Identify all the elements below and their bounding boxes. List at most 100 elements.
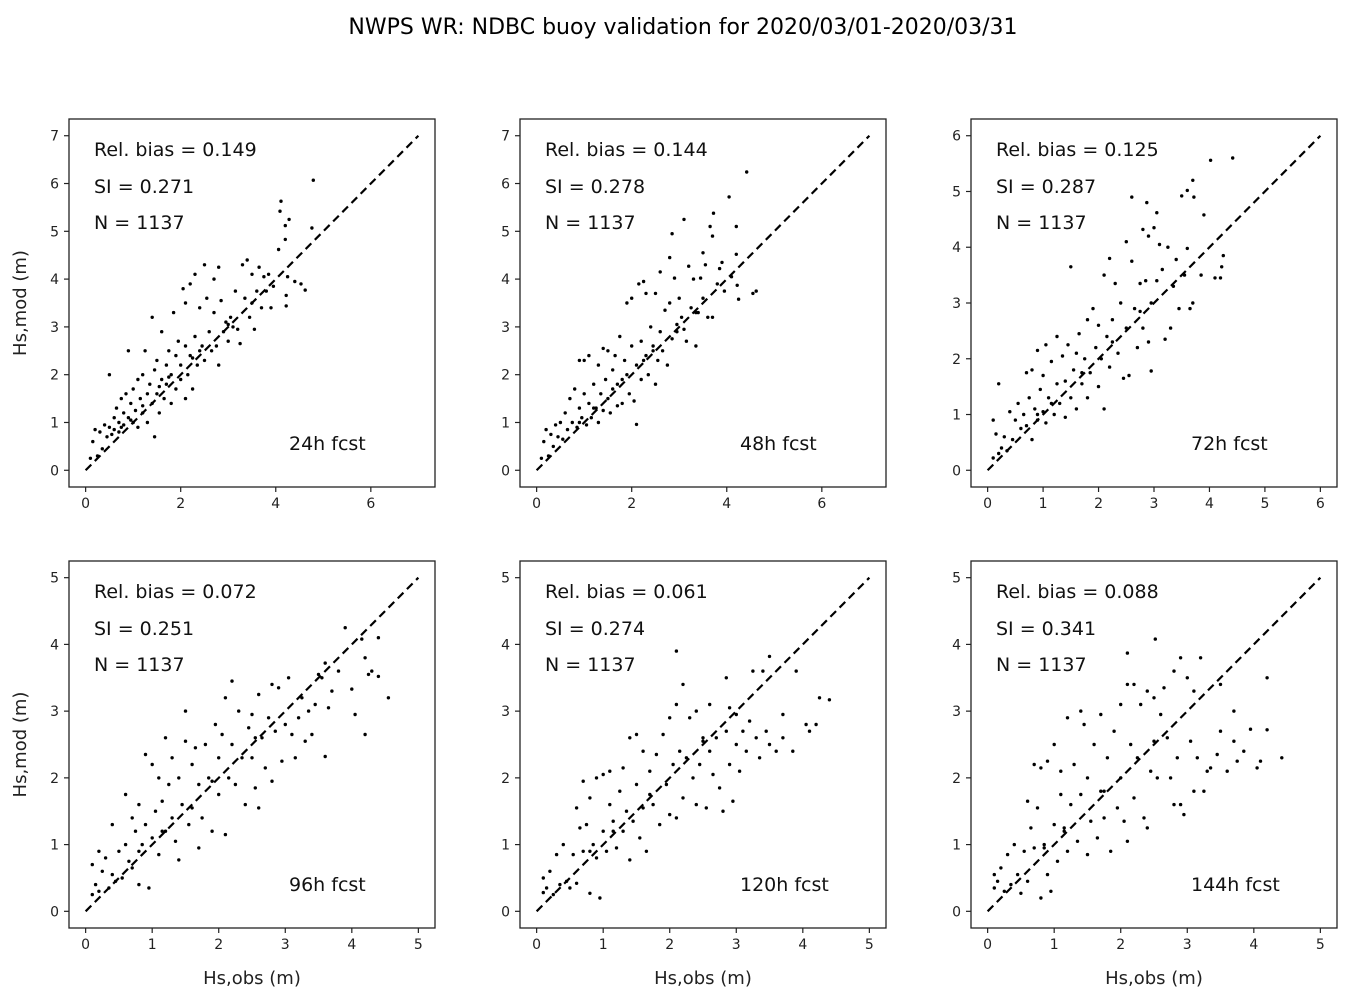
data-point: [247, 315, 252, 319]
data-point: [1144, 279, 1148, 283]
stat-si: SI = 0.341: [996, 618, 1096, 640]
data-point: [997, 451, 1001, 456]
x-tick-label: 1: [1050, 937, 1059, 953]
data-point: [578, 826, 582, 830]
x-tick-label: 2: [627, 496, 636, 512]
data-point: [1055, 334, 1059, 339]
data-point: [1032, 762, 1036, 767]
data-point: [632, 399, 636, 403]
y-tick-label: 0: [952, 904, 961, 920]
data-point: [119, 396, 124, 401]
stat-rel-bias: Rel. bias = 0.144: [545, 139, 708, 161]
data-point: [734, 742, 738, 747]
data-point: [1088, 371, 1092, 375]
x-tick-label: 0: [81, 496, 90, 512]
data-point: [1039, 766, 1043, 770]
data-point: [193, 272, 197, 276]
data-point: [330, 689, 334, 693]
forecast-label: 48h fcst: [740, 433, 817, 455]
data-point: [1152, 696, 1156, 700]
data-point: [628, 858, 632, 862]
data-point: [817, 696, 822, 700]
data-point: [1149, 301, 1153, 305]
data-point: [1110, 318, 1115, 322]
y-tick-label: 4: [501, 637, 510, 653]
data-point: [155, 392, 159, 396]
data-point: [133, 408, 138, 413]
data-point: [1165, 736, 1170, 740]
data-point: [1019, 426, 1023, 431]
data-point: [180, 802, 184, 807]
data-point: [283, 237, 287, 242]
data-point: [213, 722, 218, 727]
data-point: [299, 282, 303, 286]
data-point: [353, 712, 357, 717]
data-point: [651, 344, 655, 348]
data-point: [1032, 846, 1036, 850]
data-point: [157, 384, 161, 389]
data-point: [684, 339, 689, 343]
data-point: [370, 669, 374, 673]
data-point: [639, 339, 643, 343]
data-point: [231, 325, 235, 329]
y-tick-label: 2: [952, 352, 961, 368]
data-point: [561, 842, 565, 847]
data-point: [176, 339, 180, 343]
data-point: [1096, 323, 1101, 327]
y-tick-label: 2: [50, 368, 59, 384]
data-point: [1280, 756, 1284, 760]
data-point: [1058, 401, 1062, 406]
data-point: [1242, 749, 1246, 753]
data-point: [539, 456, 544, 460]
stat-n: N = 1137: [996, 212, 1087, 234]
data-point: [999, 446, 1004, 450]
data-point: [754, 289, 758, 293]
data-point: [710, 315, 715, 319]
data-point: [734, 712, 738, 717]
data-point: [1265, 728, 1269, 732]
data-point: [1225, 769, 1229, 773]
x-tick-label: 2: [665, 937, 674, 953]
data-point: [1129, 742, 1133, 747]
scatter-points: [541, 649, 832, 900]
data-point: [259, 306, 264, 310]
data-point: [177, 858, 181, 862]
x-tick-label: 4: [1205, 496, 1214, 512]
data-point: [202, 358, 207, 363]
data-point: [618, 334, 622, 339]
data-point: [688, 716, 692, 720]
data-point: [991, 456, 995, 460]
data-point: [126, 416, 131, 420]
one-to-one-line: [986, 576, 1322, 913]
data-point: [708, 702, 712, 707]
data-point: [634, 363, 639, 367]
data-point: [1002, 435, 1006, 439]
data-point: [644, 291, 648, 296]
figure-title: NWPS WR: NDBC buoy validation for 2020/0…: [348, 15, 1017, 40]
data-point: [112, 416, 116, 420]
data-point: [1065, 849, 1070, 853]
data-point: [219, 298, 223, 303]
data-point: [155, 358, 159, 363]
data-point: [561, 437, 565, 441]
data-point: [186, 373, 190, 377]
data-point: [592, 382, 596, 386]
data-point: [179, 363, 183, 367]
data-point: [1102, 273, 1106, 277]
x-tick-label: 0: [983, 937, 992, 953]
data-point: [1075, 839, 1080, 843]
stat-n: N = 1137: [545, 654, 636, 676]
data-point: [1180, 194, 1184, 198]
data-point: [614, 846, 619, 850]
y-tick-label: 2: [501, 368, 510, 384]
data-point: [584, 423, 589, 427]
data-point: [1191, 301, 1195, 305]
data-point: [677, 296, 681, 300]
data-point: [97, 849, 101, 853]
data-point: [761, 669, 765, 673]
data-point: [280, 759, 284, 763]
data-point: [1132, 682, 1136, 687]
y-tick-label: 2: [501, 771, 510, 787]
data-point: [1044, 421, 1048, 425]
data-point: [1130, 195, 1134, 199]
